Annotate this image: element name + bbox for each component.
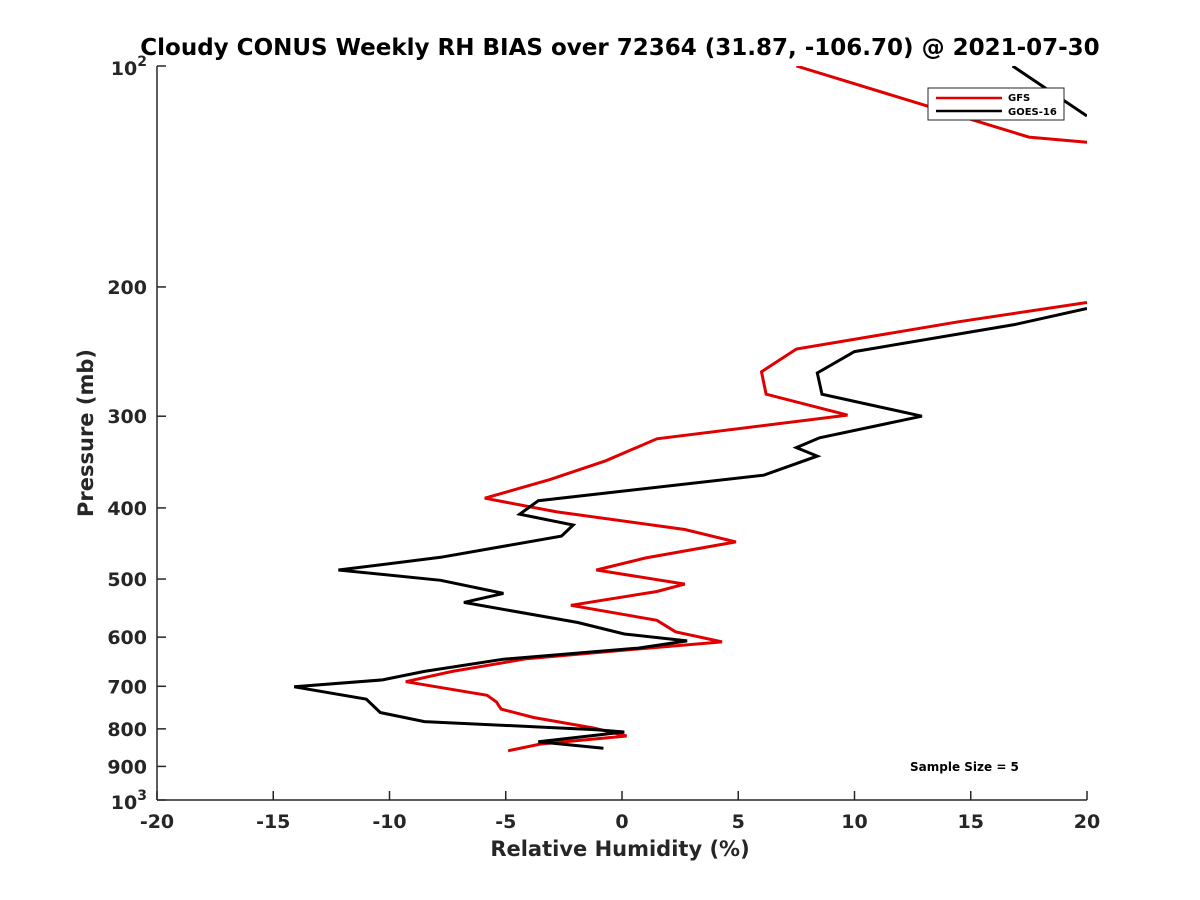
x-tick-label: 10	[841, 811, 867, 833]
legend: GFS GOES-16	[927, 87, 1065, 121]
y-tick-label: 900	[107, 756, 147, 778]
x-ticks: -20 -15 -10 -5 0 5 10 15 20	[140, 791, 1100, 833]
x-tick-label: 20	[1074, 811, 1100, 833]
series-line-gfs	[405, 66, 1087, 753]
y-ticks: 200 300 400 500 600 700 800 900 102 103	[107, 54, 166, 814]
y-axis-label: Pressure (mb)	[74, 349, 98, 517]
axes	[156, 66, 1087, 801]
y-tick-label: 600	[107, 627, 147, 649]
y-tick-label: 200	[107, 277, 147, 299]
x-tick-label: -10	[372, 811, 406, 833]
x-tick-label: 5	[732, 811, 745, 833]
y-tick-label-exp: 102	[111, 54, 147, 80]
x-tick-label: 0	[615, 811, 628, 833]
chart-title: Cloudy CONUS Weekly RH BIAS over 72364 (…	[140, 35, 1099, 61]
y-tick-label: 300	[107, 406, 147, 428]
y-tick-label: 700	[107, 676, 147, 698]
plot-lines	[293, 66, 1087, 753]
y-tick-label: 400	[107, 498, 147, 520]
x-tick-label: -20	[140, 811, 174, 833]
y-tick-label: 500	[107, 569, 147, 591]
x-tick-label: -5	[495, 811, 516, 833]
y-tick-label: 800	[107, 719, 147, 741]
legend-label-goes16: GOES-16	[1008, 107, 1057, 118]
legend-label-gfs: GFS	[1008, 93, 1030, 104]
y-tick-label-exp: 103	[111, 788, 147, 814]
x-tick-label: -15	[256, 811, 290, 833]
x-axis-label: Relative Humidity (%)	[490, 837, 749, 861]
x-tick-label: 15	[958, 811, 984, 833]
legend-box	[927, 87, 1065, 121]
sample-size-note: Sample Size = 5	[910, 760, 1019, 774]
